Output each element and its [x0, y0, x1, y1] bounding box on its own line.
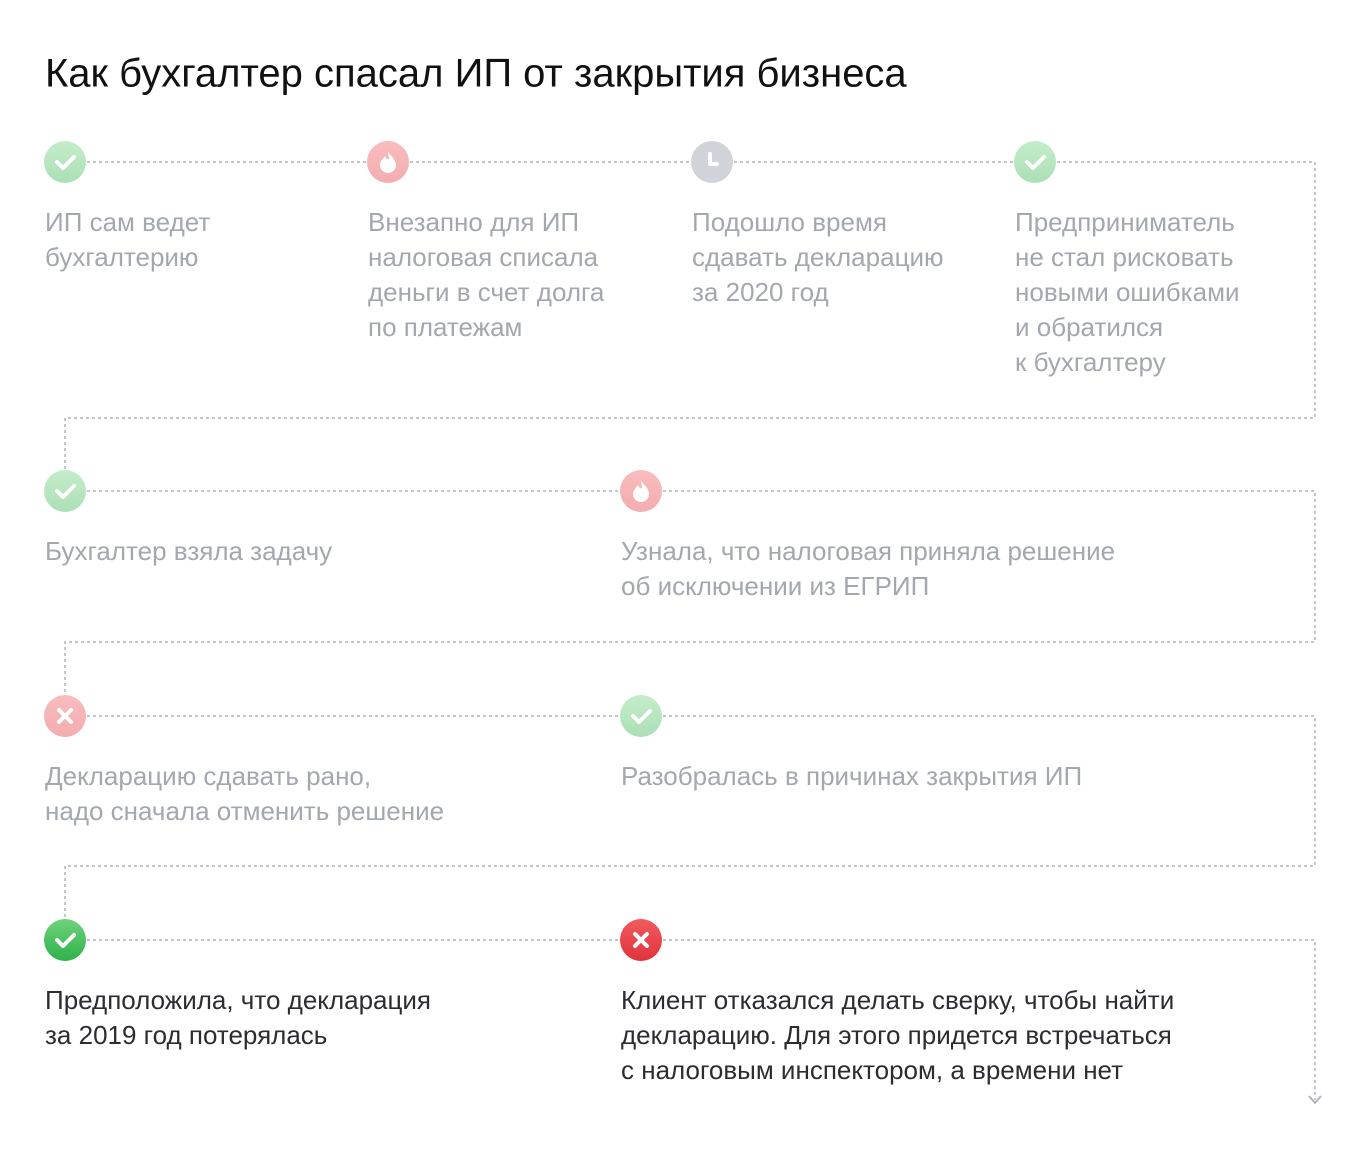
- icon-circle: [44, 919, 86, 961]
- step-text: с налоговым инспектором, а времени нет: [621, 1055, 1123, 1085]
- icon-cross: [57, 708, 73, 724]
- step-icon: [691, 141, 733, 183]
- step-icon: [44, 141, 86, 183]
- step-text: декларацию. Для этого придется встречать…: [621, 1020, 1172, 1050]
- icon-cross: [633, 932, 649, 948]
- step-text: ИП сам ведет: [45, 207, 210, 237]
- step-text: не стал рисковать: [1015, 242, 1234, 272]
- icon-circle: [44, 470, 86, 512]
- icon-check: [55, 155, 76, 170]
- icon-circle: [691, 141, 733, 183]
- step-text: Клиент отказался делать сверку, чтобы на…: [621, 985, 1174, 1015]
- step-icon: [620, 470, 662, 512]
- step-text: новыми ошибками: [1015, 277, 1239, 307]
- icon-check: [55, 933, 76, 948]
- step-text: деньги в счет долга: [368, 277, 605, 307]
- step-icon: [44, 695, 86, 737]
- step-text: надо сначала отменить решение: [45, 796, 444, 826]
- step-text: Предприниматель: [1015, 207, 1235, 237]
- step-text: Предположила, что декларация: [45, 985, 431, 1015]
- step-text: Подошло время: [692, 207, 887, 237]
- step-text: Бухгалтер взяла задачу: [45, 536, 332, 566]
- icon-circle: [44, 695, 86, 737]
- step-icon: [44, 919, 86, 961]
- step-text: Декларацию сдавать рано,: [45, 761, 371, 791]
- connectors: [64, 161, 1322, 1105]
- step-text: за 2020 год: [692, 277, 829, 307]
- step-icon: [44, 470, 86, 512]
- icon-fire: [633, 481, 649, 502]
- icon-check: [631, 709, 652, 724]
- icon-circle: [44, 141, 86, 183]
- icon-circle: [1014, 141, 1056, 183]
- step-text: налоговая списала: [368, 242, 599, 272]
- step-text: об исключении из ЕГРИП: [621, 571, 929, 601]
- step-icon: [1014, 141, 1056, 183]
- icon-circle: [620, 695, 662, 737]
- step-text: по платежам: [368, 312, 522, 342]
- title: Как бухгалтер спасал ИП от закрытия бизн…: [45, 52, 907, 96]
- step-text: Разобралась в причинах закрытия ИП: [621, 761, 1082, 791]
- icon-circle: [367, 141, 409, 183]
- step-icon: [367, 141, 409, 183]
- step-text: и обратился: [1015, 312, 1163, 342]
- step-text: Узнала, что налоговая приняла решение: [621, 536, 1115, 566]
- icon-check: [55, 484, 76, 499]
- icon-check: [1025, 155, 1046, 170]
- step-icon: [620, 919, 662, 961]
- step-text: Внезапно для ИП: [368, 207, 579, 237]
- step-text: за 2019 год потерялась: [45, 1020, 327, 1050]
- icon-clock: [708, 152, 719, 166]
- step-text: бухгалтерию: [45, 242, 198, 272]
- icon-circle: [620, 470, 662, 512]
- icon-fire: [380, 152, 396, 173]
- step-text: к бухгалтеру: [1015, 347, 1166, 377]
- step-text: сдавать декларацию: [692, 242, 943, 272]
- step-icon: [620, 695, 662, 737]
